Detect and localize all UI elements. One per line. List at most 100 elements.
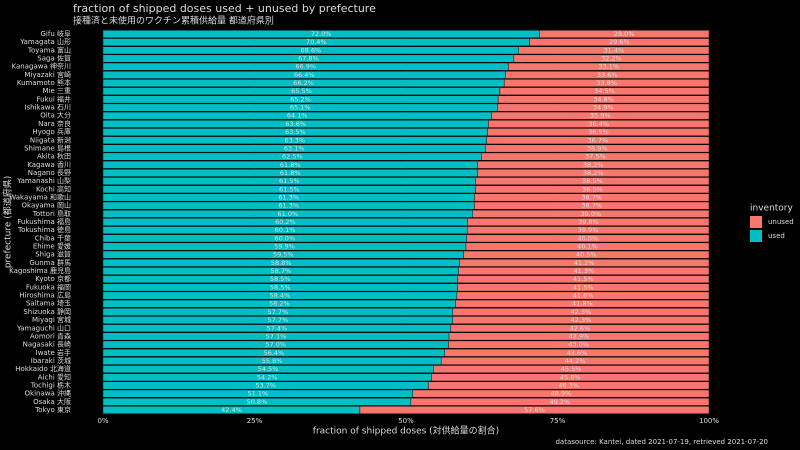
data-label: 42.9% [569, 332, 590, 340]
legend-label: unused [768, 218, 794, 226]
data-label: 57.0% [265, 341, 286, 349]
bar-segment [450, 324, 710, 333]
data-label: 54.2% [257, 373, 278, 381]
data-label: 51.1% [248, 390, 269, 398]
bar-segment [463, 250, 710, 259]
data-label: 40.1% [577, 243, 598, 251]
data-label: 45.5% [561, 365, 582, 373]
data-label: 42.6% [570, 324, 591, 332]
data-label: 49.2% [550, 398, 571, 406]
y-tick-label: Ehime 愛媛 [33, 242, 71, 251]
bar-segment [486, 136, 710, 145]
bar-segment [477, 169, 710, 177]
bar-segment [475, 185, 710, 194]
bar-segment [485, 144, 710, 153]
data-label: 65.5% [291, 87, 312, 95]
data-label: 41.8% [572, 300, 593, 308]
data-label: 58.2% [269, 300, 290, 308]
data-label: 58.4% [270, 292, 291, 300]
bar-segment [491, 111, 710, 120]
data-label: 33.6% [597, 71, 618, 79]
bar-segment [444, 348, 710, 357]
y-tick-label: Kanagawa 神奈川 [12, 62, 71, 71]
data-label: 63.3% [284, 136, 305, 144]
bar-segment [456, 291, 710, 300]
data-label: 38.7% [581, 193, 602, 201]
bar-segment [503, 79, 710, 87]
data-label: 36.4% [588, 120, 609, 128]
bar-segment [529, 38, 710, 47]
y-tick-label: Hyogo 兵庫 [32, 127, 71, 136]
data-label: 70.4% [306, 38, 327, 46]
bar-segment [428, 381, 710, 390]
data-label: 58.7% [271, 267, 292, 275]
data-label: 36.9% [587, 144, 608, 152]
data-label: 39.9% [578, 226, 599, 234]
y-tick-label: Kochi 高知 [36, 184, 71, 193]
legend-title: inventory [750, 204, 794, 214]
data-label: 38.2% [583, 169, 604, 177]
data-label: 41.6% [573, 292, 594, 300]
data-label: 62.5% [282, 153, 303, 161]
data-label: 40.5% [576, 251, 597, 259]
data-label: 43.6% [567, 349, 588, 357]
data-label: 61.8% [280, 169, 301, 177]
data-label: 58.8% [271, 259, 292, 267]
bar-segment [431, 373, 710, 382]
bar-segment [457, 275, 710, 284]
data-label: 56.4% [264, 349, 285, 357]
y-tick-label: Gunma 群馬 [29, 258, 71, 267]
bar-segment [481, 152, 710, 161]
bar-segment [410, 397, 710, 406]
data-label: 43.0% [568, 341, 589, 349]
data-label: 59.5% [273, 251, 294, 259]
bar-segment [499, 87, 710, 96]
bar-segment [448, 332, 710, 341]
legend-label: used [768, 232, 785, 240]
data-label: 38.5% [582, 185, 603, 193]
y-tick-label: Miyagi 宮城 [32, 315, 71, 324]
y-tick-label: Hokkaido 北海道 [15, 364, 71, 373]
bar-segment [465, 242, 710, 251]
data-label: 61.5% [279, 185, 300, 193]
data-label: 41.3% [574, 267, 595, 275]
bar-segment [448, 340, 710, 349]
legend-swatch [750, 216, 762, 228]
bar-segment [466, 234, 710, 243]
y-tick-label: Kumamoto 熊本 [17, 78, 71, 87]
bar-segment [497, 103, 710, 112]
data-label: 60.0% [274, 234, 295, 242]
bar-segment [433, 365, 710, 374]
data-label: 67.8% [298, 55, 319, 63]
data-label: 57.6% [524, 406, 545, 414]
bar-segment [467, 218, 710, 226]
data-label: 48.9% [551, 390, 572, 398]
bar-segment [457, 283, 710, 292]
bar-segment [412, 389, 710, 398]
y-tick-label: Akita 秋田 [37, 152, 71, 161]
data-label: 65.1% [290, 104, 311, 112]
y-tick-label: Shiga 滋賀 [35, 250, 71, 259]
data-label: 63.6% [285, 120, 306, 128]
data-label: 61.5% [279, 177, 300, 185]
y-tick-label: Kagawa 香川 [27, 160, 71, 169]
data-label: 60.1% [275, 226, 296, 234]
y-tick-label: Tokyo 東京 [34, 405, 71, 414]
y-tick-label: Shizuoka 静岡 [23, 307, 71, 316]
bar-segment [487, 128, 710, 136]
data-label: 38.7% [581, 202, 602, 210]
data-label: 58.5% [270, 275, 291, 283]
x-tick-label: 100% [699, 417, 719, 425]
data-label: 44.2% [565, 357, 586, 365]
bar-segment [459, 258, 710, 267]
bar-segment [497, 95, 710, 104]
data-label: 37.5% [585, 153, 606, 161]
data-label: 41.5% [573, 283, 594, 291]
y-tick-label: Saga 佐賀 [37, 54, 71, 63]
y-axis-label: prefecture (都道府県) [2, 176, 14, 269]
chart-subtitle: 接種済と未使用のワクチン累積供給量 都道府県別 [73, 15, 274, 27]
y-tick-label: Nara 奈良 [38, 119, 71, 128]
y-tick-label: Yamanashi 山梨 [16, 176, 71, 185]
data-label: 38.5% [582, 177, 603, 185]
